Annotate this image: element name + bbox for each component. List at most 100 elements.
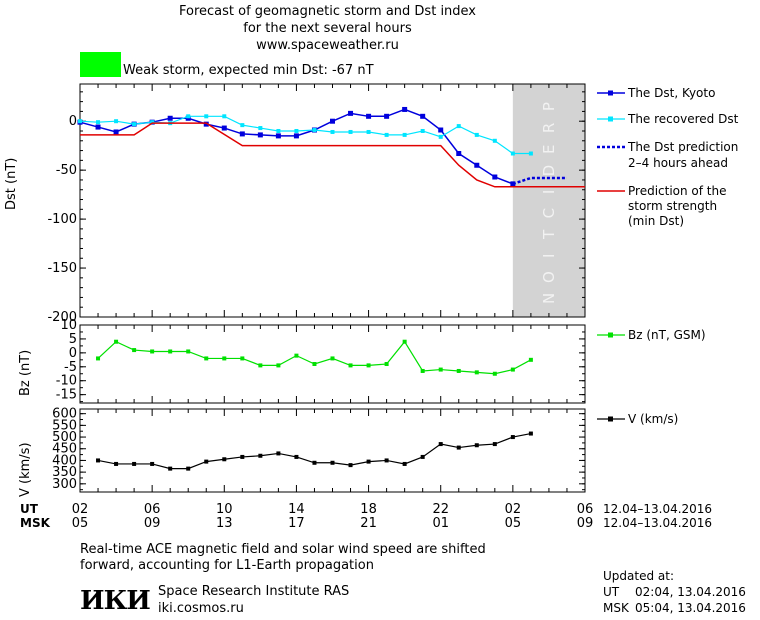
series-dst-recovered-point	[420, 128, 425, 133]
series-speed-point	[114, 461, 119, 466]
series-dst-kyoto-point	[474, 162, 480, 168]
series-bz-point	[276, 363, 281, 368]
series-bz-point	[456, 368, 461, 373]
legend-dst-recovered-glyph-marker	[608, 116, 613, 122]
ut-row-label: UT	[20, 502, 38, 516]
series-bz-point	[402, 339, 407, 344]
series-dst-recovered-line	[79, 115, 531, 155]
ut-tick-label: 10	[216, 502, 233, 517]
msk-tick-label: 09	[577, 516, 594, 531]
series-bz-point	[420, 368, 425, 373]
series-dst-recovered-point	[438, 134, 443, 139]
series-dst-kyoto-point	[456, 151, 462, 157]
series-bz-point	[114, 339, 119, 344]
msk-tick-label: 05	[72, 516, 89, 531]
legend-dst-prediction-1: The Dst prediction	[628, 140, 739, 154]
series-bz-line	[97, 340, 532, 375]
y-tick-label: 450	[52, 442, 77, 457]
series-speed-point	[168, 466, 173, 471]
series-dst-kyoto-line	[79, 108, 514, 185]
series-bz-point	[150, 349, 155, 354]
storm-level-swatch	[80, 52, 121, 77]
legend-dst-kyoto-glyph-marker	[608, 90, 613, 96]
series-dst-kyoto-point	[203, 121, 209, 127]
series-speed-point	[528, 431, 533, 436]
msk-tick-label: 09	[144, 516, 161, 531]
series-dst-recovered-point	[528, 151, 533, 156]
series-dst-recovered-point	[384, 132, 389, 137]
series-bz-point	[528, 357, 533, 362]
series-speed-point	[420, 454, 425, 459]
title-line-1: Forecast of geomagnetic storm and Dst in…	[178, 4, 477, 19]
time-axis: 02 06 10 14 18 22 02 06 05 09 13 17 21 01 05 09	[72, 502, 594, 531]
series-bz-point	[312, 362, 317, 366]
legend-dst-kyoto: The Dst, Kyoto	[628, 86, 716, 100]
series-speed-point	[258, 453, 263, 458]
ut-tick-label: 02	[72, 502, 89, 517]
updated-label: Updated at:	[603, 569, 674, 583]
legend-storm-3: (min Dst)	[628, 214, 685, 228]
series-bz-point	[240, 356, 245, 361]
series-speed-point	[276, 451, 281, 456]
legend-bz: Bz (nT, GSM)	[628, 328, 706, 342]
series-dst-recovered-point	[456, 124, 461, 129]
y-tick-label: 0	[69, 114, 77, 129]
series-bz-point	[294, 353, 299, 358]
title-line-2: for the next several hours	[243, 21, 412, 36]
ut-tick-label: 18	[360, 502, 377, 517]
series-dst-recovered-point	[114, 119, 119, 124]
bz-y-axis-label: Bz (nT)	[18, 349, 33, 396]
series-bz-point	[186, 349, 191, 354]
msk-tick-label: 21	[360, 516, 377, 531]
series-bz-point	[330, 356, 335, 361]
msk-row-label: MSK	[20, 516, 50, 530]
y-tick-label: -15	[56, 388, 77, 403]
series-dst-kyoto-point	[239, 131, 245, 137]
institute-site: iki.cosmos.ru	[158, 601, 244, 616]
y-tick-label: -50	[56, 163, 77, 178]
series-speed-point	[456, 445, 461, 450]
series-dst-kyoto-point	[348, 110, 354, 116]
footer-note-line-1: Real-time ACE magnetic field and solar w…	[80, 542, 486, 557]
legend-v-glyph-marker	[608, 416, 613, 422]
series-speed-point	[384, 458, 389, 463]
title-line-3: www.spaceweather.ru	[256, 38, 399, 53]
series-speed-point	[150, 461, 155, 466]
updated-ut-label: UT	[603, 585, 620, 599]
msk-tick-label: 17	[288, 516, 305, 531]
y-tick-label: -150	[47, 261, 77, 276]
series-dst-kyoto-point	[420, 113, 426, 119]
series-dst-kyoto-point	[402, 106, 408, 112]
series-dst-kyoto-point	[275, 133, 281, 139]
series-bz-point	[222, 356, 227, 361]
series-speed-point	[222, 457, 227, 462]
y-tick-label: 400	[52, 453, 77, 468]
series-dst-recovered-point	[78, 119, 82, 124]
series-speed-point	[186, 466, 191, 471]
series-dst-recovered-point	[222, 114, 227, 119]
series-dst-kyoto-point	[384, 113, 390, 119]
series-dst-recovered-point	[330, 129, 335, 134]
iki-logo: ИКИ	[80, 586, 151, 616]
prediction-label-letter: O	[540, 271, 558, 283]
panel-frame	[79, 408, 586, 493]
series-bz-point	[492, 371, 497, 376]
y-tick-label: 600	[52, 407, 77, 422]
series-speed-point	[366, 459, 371, 464]
series-dst-kyoto-point	[221, 125, 227, 131]
ut-tick-label: 02	[505, 502, 522, 517]
series-speed-point	[312, 460, 317, 465]
msk-date-range: 12.04–13.04.2016	[603, 516, 713, 530]
series-dst-recovered-point	[312, 128, 317, 133]
y-tick-label: -10	[56, 374, 77, 389]
ut-tick-label: 06	[577, 502, 594, 517]
prediction-band	[512, 84, 585, 317]
prediction-label-letter: N	[540, 293, 558, 304]
updated-msk-value: 05:04, 13.04.2016	[635, 601, 746, 615]
series-bz-point	[132, 348, 137, 353]
series-dst-kyoto-point	[257, 132, 263, 138]
y-tick-label: 0	[69, 346, 77, 361]
